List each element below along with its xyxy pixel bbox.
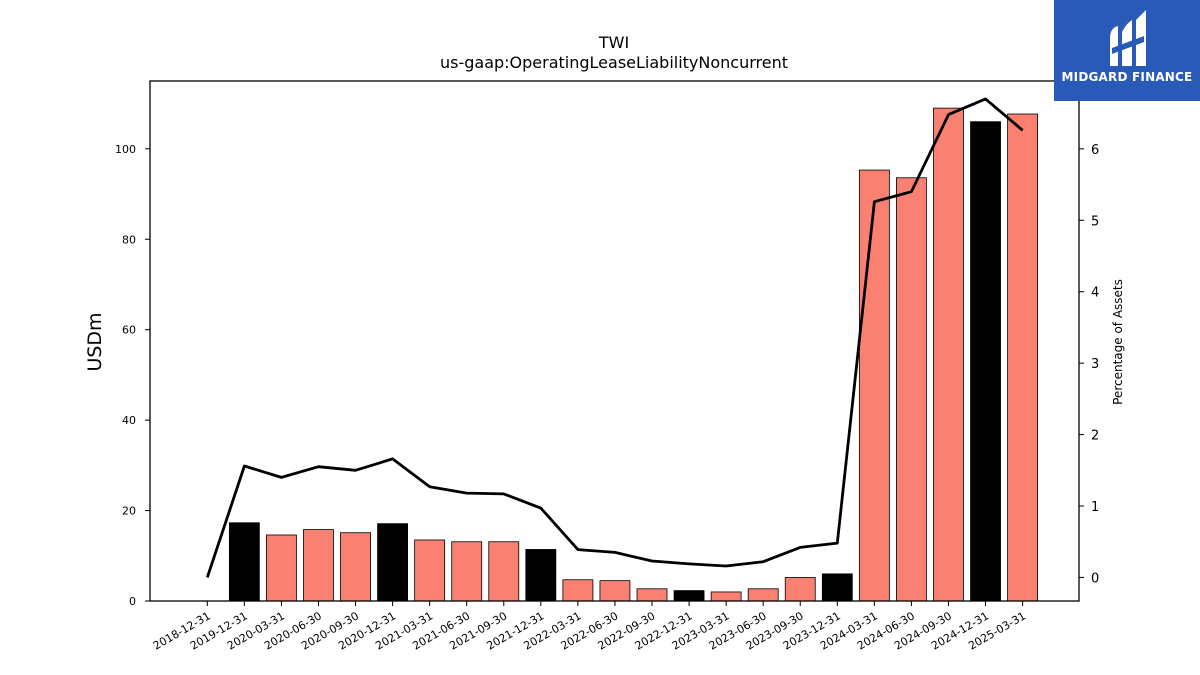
y2-axis-label: Percentage of Assets bbox=[1111, 279, 1125, 405]
y2-tick-label: 2 bbox=[1091, 429, 1099, 444]
percentage-line bbox=[205, 97, 1024, 578]
bar bbox=[414, 539, 446, 602]
y2-tick-label: 6 bbox=[1091, 143, 1099, 158]
bar bbox=[525, 549, 557, 602]
bar bbox=[266, 534, 297, 602]
bar bbox=[784, 577, 816, 602]
y2-tick-label: 0 bbox=[1091, 571, 1099, 586]
bar bbox=[599, 580, 631, 602]
bar bbox=[858, 169, 890, 602]
bar bbox=[710, 591, 742, 602]
bar bbox=[821, 573, 853, 602]
bar bbox=[1007, 113, 1038, 602]
bar bbox=[636, 588, 668, 602]
chart-subtitle: us-gaap:OperatingLeaseLiabilityNoncurren… bbox=[440, 53, 788, 72]
y-axis-label: USDm bbox=[84, 312, 106, 371]
y-tick-label: 20 bbox=[122, 505, 136, 518]
bar bbox=[228, 522, 260, 602]
left-axis-ticks: 0 20 40 60 80 100 bbox=[115, 143, 150, 608]
y2-tick-label: 3 bbox=[1091, 357, 1099, 372]
x-axis-ticks: 2018-12-312019-12-312020-03-312020-06-30… bbox=[151, 601, 1028, 653]
bar bbox=[488, 541, 520, 602]
y2-tick-label: 5 bbox=[1091, 214, 1099, 229]
bar bbox=[377, 523, 408, 602]
bar bbox=[562, 579, 594, 602]
bar bbox=[451, 541, 483, 602]
bar bbox=[673, 590, 705, 602]
chart-title: TWI bbox=[598, 33, 629, 52]
y-tick-label: 60 bbox=[122, 324, 136, 337]
y-tick-label: 100 bbox=[115, 143, 136, 156]
y2-tick-label: 1 bbox=[1091, 500, 1099, 515]
brand-logo: MIDGARD FINANCE bbox=[1054, 0, 1200, 101]
bar bbox=[896, 177, 927, 602]
bar bbox=[970, 121, 1001, 602]
bar bbox=[303, 529, 334, 602]
line-group bbox=[205, 97, 1024, 578]
y2-tick-label: 4 bbox=[1091, 286, 1099, 301]
brand-name: MIDGARD FINANCE bbox=[1061, 70, 1193, 84]
y-tick-label: 0 bbox=[129, 595, 136, 608]
bar bbox=[747, 588, 779, 602]
midgard-logo-icon bbox=[1110, 10, 1146, 66]
y-tick-label: 40 bbox=[122, 414, 136, 427]
right-axis-ticks: 0 1 2 3 4 5 6 bbox=[1079, 143, 1099, 586]
y-tick-label: 80 bbox=[122, 233, 136, 246]
bar bbox=[933, 107, 964, 602]
bar bbox=[340, 532, 371, 602]
